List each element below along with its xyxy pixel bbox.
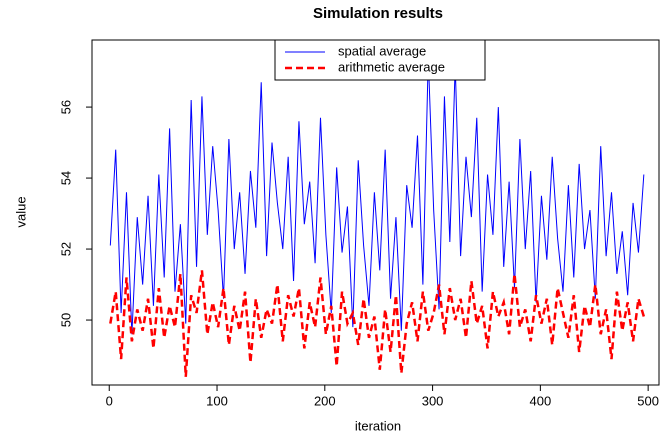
legend-label: spatial average [338, 43, 426, 58]
x-axis-label: iteration [355, 418, 401, 433]
data-line [109, 57, 645, 335]
y-tick-label: 56 [58, 100, 73, 114]
data-line [109, 270, 646, 377]
y-tick-label: 52 [58, 242, 73, 256]
legend-label: arithmetic average [338, 59, 445, 74]
legend-box [274, 39, 486, 81]
y-tick-label: 50 [58, 313, 73, 327]
x-tick-label: 100 [206, 393, 228, 408]
x-tick-label: 500 [637, 393, 659, 408]
chart-title: Simulation results [313, 5, 443, 22]
x-tick-label: 0 [106, 393, 113, 408]
x-tick-label: 400 [530, 393, 552, 408]
y-axis-label: value [13, 196, 28, 227]
y-tick-label: 54 [58, 171, 73, 185]
x-tick-label: 300 [422, 393, 444, 408]
x-tick-label: 200 [314, 393, 336, 408]
